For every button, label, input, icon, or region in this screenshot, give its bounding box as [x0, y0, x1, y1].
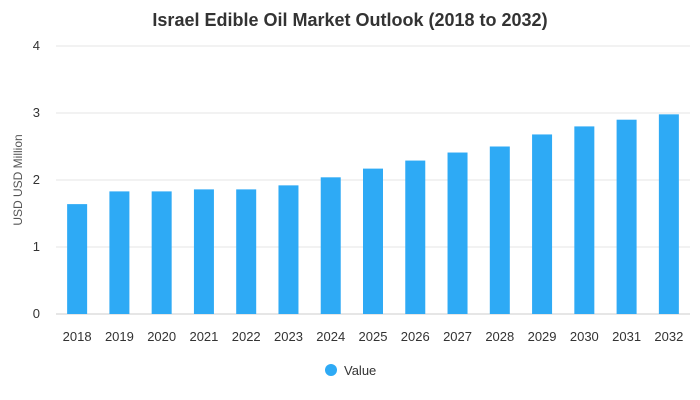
x-tick-label: 2019 — [105, 329, 134, 344]
y-tick-label: 3 — [33, 105, 40, 120]
x-tick-label: 2031 — [612, 329, 641, 344]
legend[interactable]: Value — [325, 363, 376, 378]
x-tick-labels: 2018 2019 2020 2021 2022 2023 2024 2025 2026 2027… — [63, 329, 684, 344]
x-tick-label: 2020 — [147, 329, 176, 344]
bar-2018[interactable] — [67, 204, 88, 314]
bar-2019[interactable] — [109, 191, 130, 314]
x-tick-label: 2021 — [189, 329, 218, 344]
x-tick-label: 2022 — [232, 329, 261, 344]
bar-2022[interactable] — [236, 189, 257, 314]
x-tick-label: 2023 — [274, 329, 303, 344]
bar-2031[interactable] — [616, 119, 637, 314]
chart-title: Israel Edible Oil Market Outlook (2018 t… — [152, 10, 547, 30]
x-tick-label: 2030 — [570, 329, 599, 344]
bar-2028[interactable] — [489, 146, 510, 315]
x-tick-label: 2025 — [359, 329, 388, 344]
bar-2032[interactable] — [658, 114, 679, 314]
x-tick-label: 2027 — [443, 329, 472, 344]
bar-2029[interactable] — [532, 134, 553, 314]
bar-2027[interactable] — [447, 152, 468, 314]
y-tick-label: 0 — [33, 306, 40, 321]
legend-marker-icon — [325, 364, 337, 376]
y-tick-labels: 0 1 2 3 4 — [33, 38, 40, 321]
legend-label: Value — [344, 363, 376, 378]
bar-2025[interactable] — [363, 168, 383, 314]
y-tick-label: 2 — [33, 172, 40, 187]
bar-2026[interactable] — [405, 160, 426, 314]
bars — [67, 114, 679, 315]
bar-2030[interactable] — [574, 126, 595, 315]
bar-2023[interactable] — [278, 185, 299, 314]
bar-2024[interactable] — [320, 177, 341, 314]
y-axis-label: USD USD Million — [11, 134, 25, 225]
x-tick-label: 2026 — [401, 329, 430, 344]
x-tick-label: 2028 — [485, 329, 514, 344]
y-tick-label: 1 — [33, 239, 40, 254]
x-tick-label: 2032 — [654, 329, 683, 344]
x-tick-label: 2029 — [528, 329, 557, 344]
x-tick-label: 2024 — [316, 329, 345, 344]
bar-2021[interactable] — [193, 189, 214, 314]
bar-2020[interactable] — [151, 191, 172, 314]
x-tick-label: 2018 — [63, 329, 92, 344]
y-tick-label: 4 — [33, 38, 40, 53]
